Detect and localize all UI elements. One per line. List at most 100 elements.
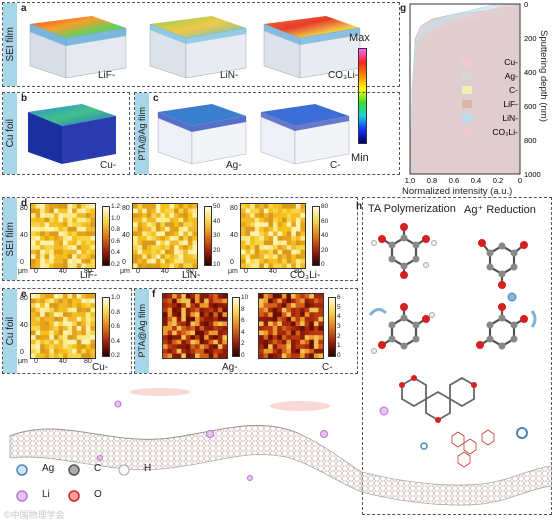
chart-xlabel: Normalized intensity (a.u.): [402, 186, 513, 197]
sei-co3li-colorbar-tick: 20: [321, 246, 329, 254]
c-atom-icon: [68, 464, 80, 476]
curved-arrow-left: [368, 308, 388, 316]
panel-c-letter: c: [153, 93, 159, 104]
panel-d-side-label: SEI film: [4, 221, 16, 257]
o-atom-icon: [68, 490, 80, 502]
chart-frame: [409, 3, 521, 175]
sei-lin-ytick: 0: [122, 259, 126, 266]
sei-lif-colorbar-tick: 1.2: [111, 203, 121, 210]
sei-lin-colorbar-tick: 10: [213, 261, 221, 268]
cu-foil-ytick: 40: [20, 322, 28, 329]
sei-lin-xtick: 80: [186, 268, 194, 275]
sei-lif-ytick: 40: [20, 232, 28, 239]
x-tick-label: 0.4: [471, 176, 481, 185]
sei-lin-label: LiN-: [182, 270, 201, 281]
ptaag-c-map: [258, 293, 324, 359]
sei-lif-colorbar-tick: 1.0: [111, 214, 121, 222]
ptaag-c-cube: [260, 104, 350, 165]
y-tick-label: 200: [524, 34, 537, 43]
scale-max-label: Max: [349, 32, 370, 44]
sei-lin-colorbar-tick: 50: [213, 203, 221, 210]
cu-foil-map: [30, 293, 96, 359]
panel-a-letter: a: [21, 3, 27, 14]
molecule-diagrams: [368, 223, 537, 439]
sei-lif-colorbar-tick: 0.2: [111, 261, 121, 268]
panel-e-letter: e: [21, 289, 27, 300]
panel-d: [2, 197, 358, 281]
cu-foil-colorbar: [102, 297, 110, 357]
panel-d-sidebar: SEI film: [3, 198, 17, 280]
sei-lif-ytick: 0: [20, 259, 24, 266]
sei-lin-xtick: 0: [136, 268, 140, 275]
sei-co3li-colorbar: [312, 206, 320, 266]
sei-lin-colorbar-tick: 30: [213, 232, 221, 239]
ptaag-ag-colorbar: [232, 297, 240, 357]
sei-lif-xtick: 0: [34, 268, 38, 275]
sei-lin-colorbar: [204, 206, 212, 266]
glow-left: [130, 388, 190, 396]
legend-swatch: [462, 100, 472, 108]
ptaag-c-label: C-: [322, 362, 333, 373]
curved-arrow-right: [530, 310, 537, 328]
panel-e-side-label: Cu foil: [4, 316, 16, 346]
sei-lin-xtick: 40: [161, 268, 169, 275]
ag-molecule-mid: [479, 307, 525, 348]
sei-lin-colorbar-tick: 20: [213, 246, 221, 254]
li-ion-1: [114, 400, 122, 408]
cu-foil-xtick: 80: [84, 358, 92, 365]
x-tick-label: 0: [518, 176, 522, 185]
sei-co3li-xtick: 80: [294, 268, 302, 275]
panel-c-side-label: PTA@Ag film: [137, 106, 147, 161]
sei-lif-label: LiF-: [80, 270, 98, 281]
depth-profile-chart: 1.0 0.8 0.6 0.4 0.2 0 0 200 400 600 800 1000 Cu- Ag…: [405, 0, 541, 185]
ta-ag-coating: [451, 429, 495, 468]
ptaag-ag-colorbar-tick: 4: [241, 328, 245, 336]
sei-co3li-map: [240, 203, 306, 269]
legend-c: C: [94, 463, 102, 474]
cu-foil-cube: [28, 104, 116, 164]
sei-co3li-colorbar-tick: 80: [321, 203, 329, 210]
ag-ion-large: [516, 427, 528, 439]
panel-h: [362, 197, 552, 515]
legend-entry: Cu-: [504, 57, 518, 67]
legend-entry: Ag-: [505, 71, 518, 81]
ptaag-ag-colorbar-tick: 6: [241, 317, 245, 325]
chart-ylabel: Sputtering depth (nm): [538, 30, 552, 170]
ta-molecule-top-atoms: [371, 223, 437, 279]
legend-ag: Ag: [42, 463, 55, 474]
panel-g-letter: g: [400, 3, 407, 14]
sei-lif-cube: [29, 16, 127, 79]
ta-polymer-atoms: [399, 375, 477, 423]
cu-foil-colorbar-tick: 0.8: [111, 308, 121, 316]
sei-lif-unit: μm: [18, 268, 28, 275]
sei-co3li-unit: μm: [228, 268, 238, 275]
ptaag-c-colorbar-tick: 1: [337, 342, 341, 350]
li-ion-4: [97, 455, 103, 461]
sei-lin-cube: [149, 16, 247, 79]
panel-h-letter: h: [356, 201, 363, 212]
panel-a-label-co3li: CO₃Li-: [328, 70, 359, 81]
ptaag-ag-colorbar-tick: 0: [241, 352, 245, 359]
panel-a-sidebar: SEI film: [3, 3, 17, 86]
li-ion-6: [379, 406, 389, 416]
panel-b-side-label: Cu foil: [4, 119, 16, 148]
cu-foil-colorbar-tick: 0.4: [111, 337, 121, 345]
panel-c-label-c: C-: [330, 160, 341, 171]
panel-b-sidebar: Cu foil: [3, 93, 17, 174]
sei-lin-colorbar-tick: 40: [213, 217, 221, 225]
y-tick-label: 400: [524, 68, 537, 77]
sei-co3li-colorbar-tick: 40: [321, 232, 329, 239]
x-tick-label: 0.8: [427, 176, 437, 185]
legend-entry: LiN-: [502, 113, 518, 123]
cu-foil-xtick: 0: [34, 358, 38, 365]
li-ion-5: [247, 475, 253, 481]
h-atom-icon: [118, 464, 130, 476]
ptaag-c-colorbar-tick: 3: [337, 323, 341, 330]
glow-right: [270, 401, 330, 411]
cu-foil-colorbar-tick: 0.6: [111, 323, 121, 330]
li-ion-2: [206, 430, 214, 438]
y-tick-label: 600: [524, 102, 537, 111]
panel-f-letter: f: [152, 289, 156, 300]
ta-molecule-mid-atoms: [371, 303, 435, 354]
y-tick-label: 1000: [524, 170, 541, 179]
